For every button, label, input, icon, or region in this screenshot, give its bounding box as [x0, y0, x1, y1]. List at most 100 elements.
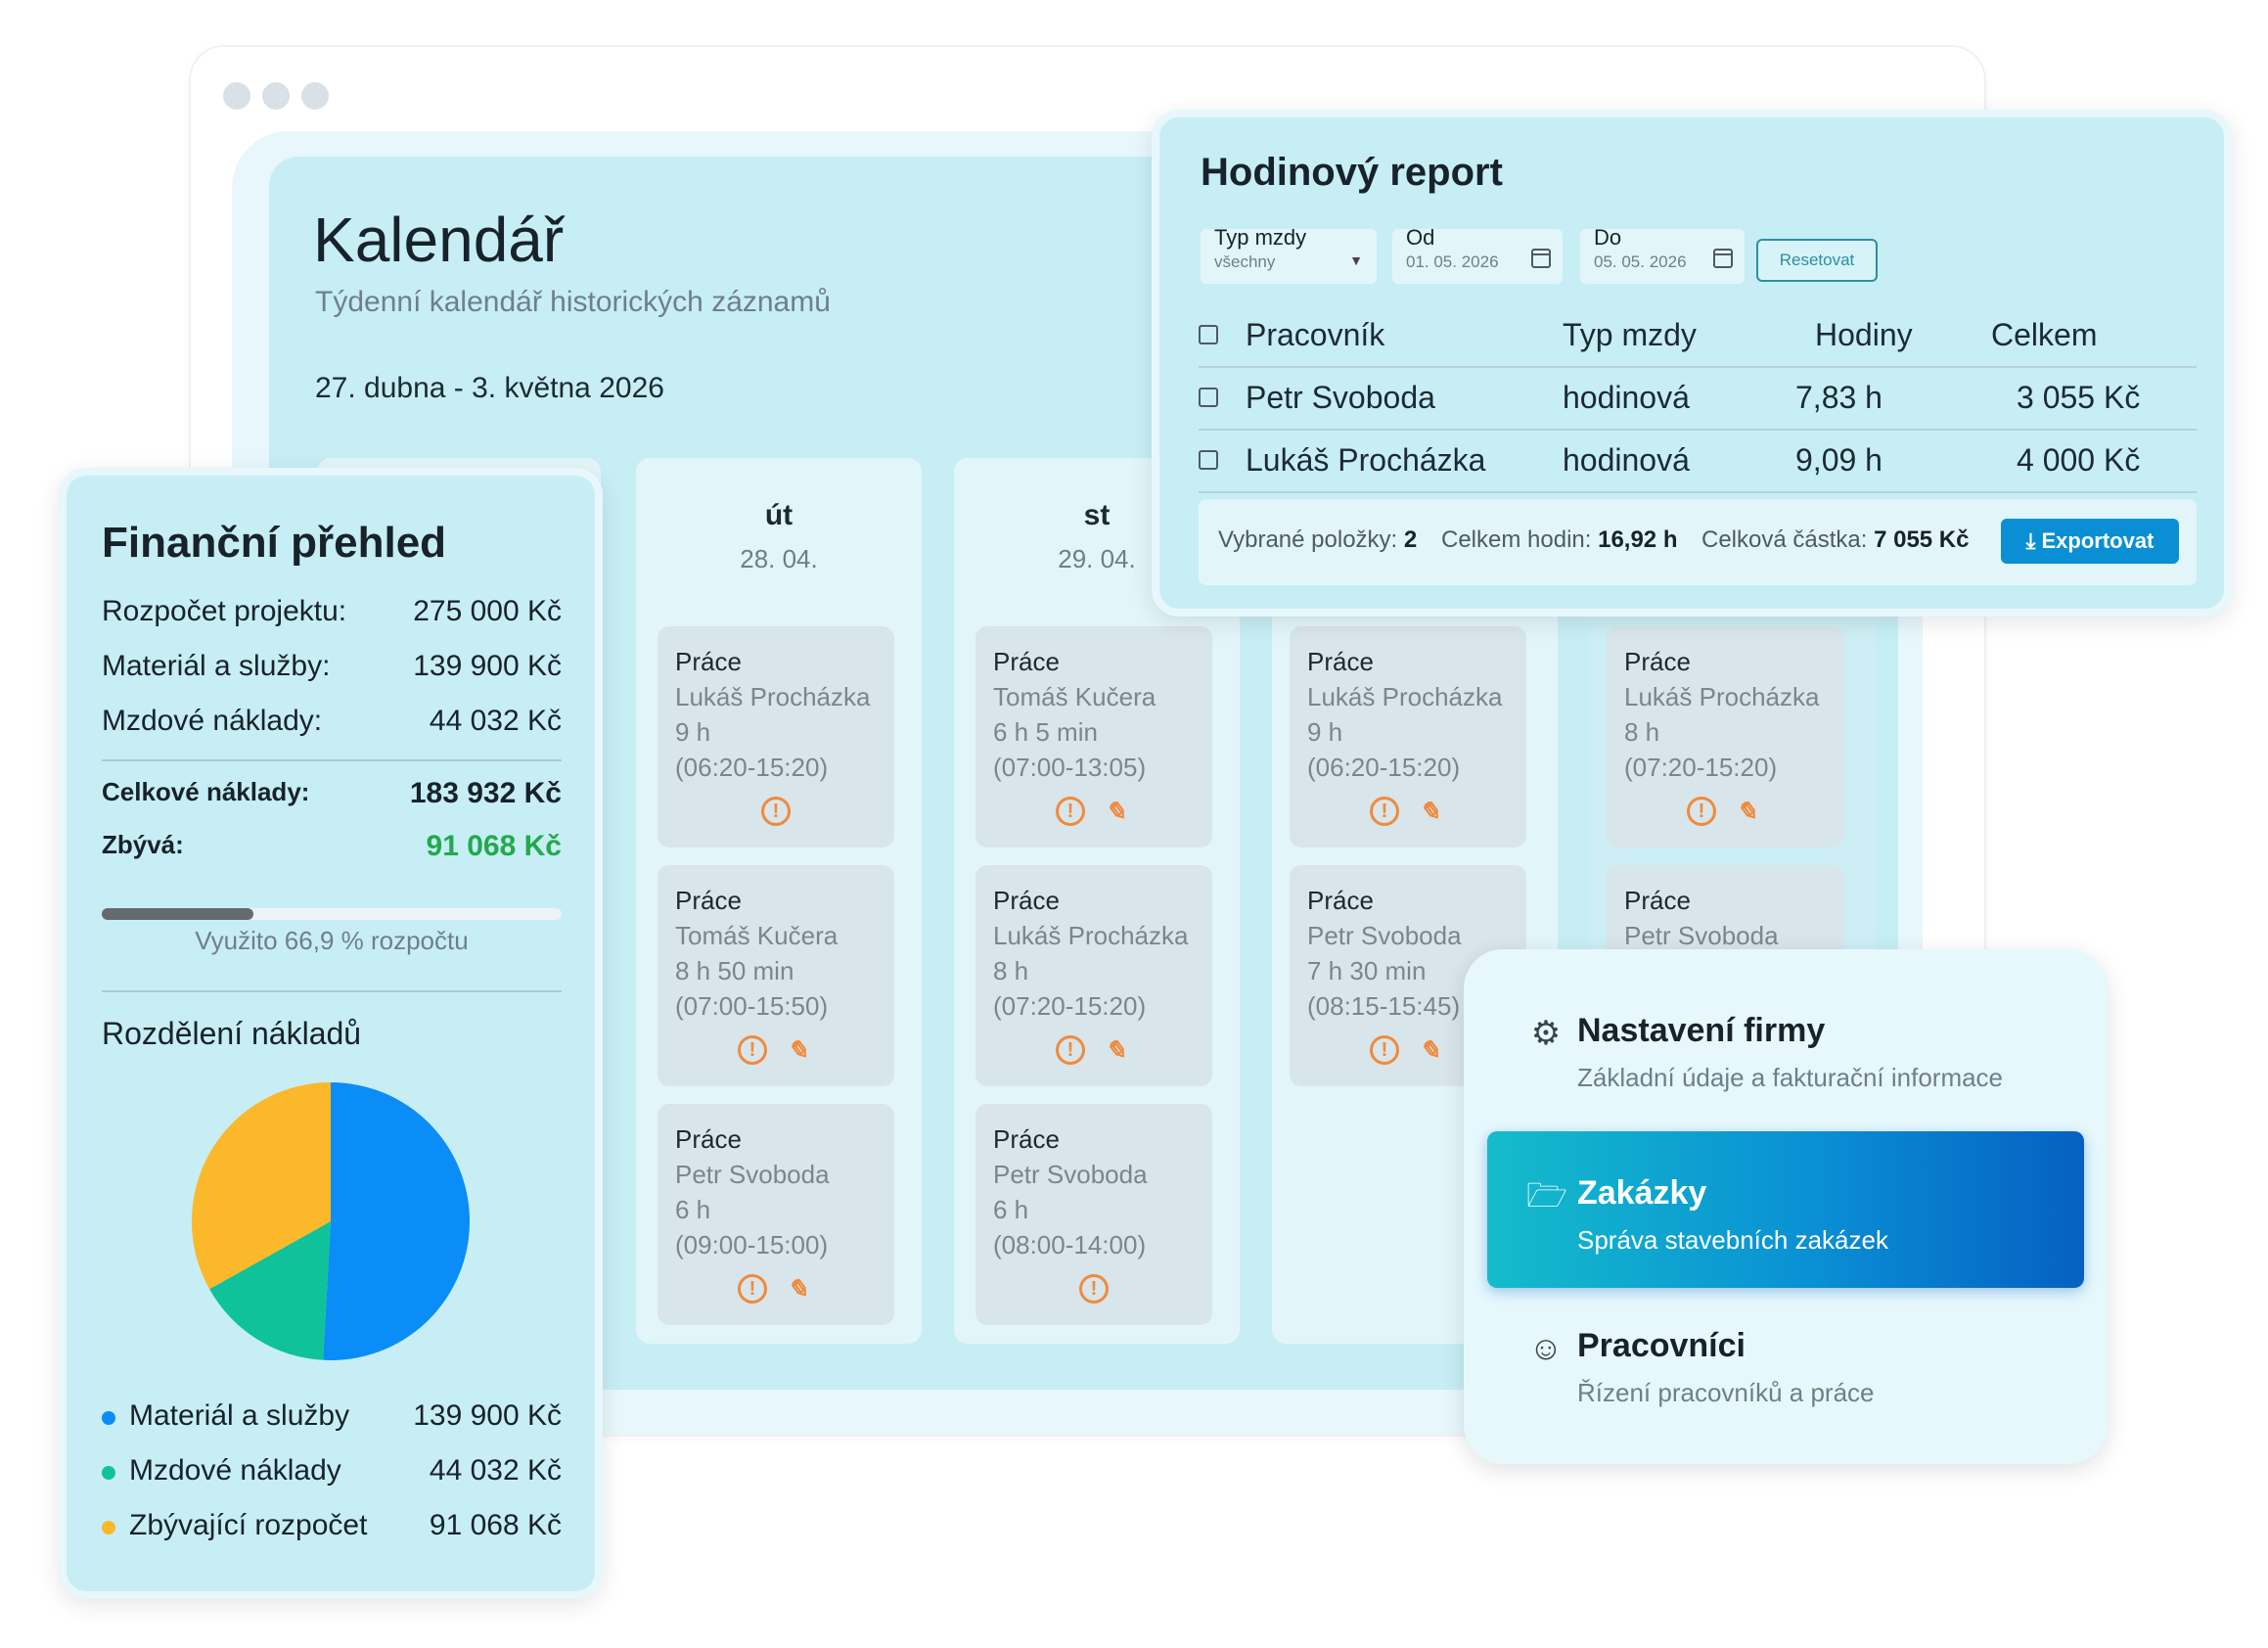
- column-header[interactable]: Celkem: [1991, 317, 2098, 352]
- warning-icon[interactable]: !: [738, 1035, 767, 1065]
- date-from-label: Od: [1406, 225, 1435, 250]
- worker-name: Lukáš Procházka: [1246, 442, 1486, 478]
- signature-icon[interactable]: ✎: [1736, 797, 1757, 826]
- warning-icon[interactable]: !: [1056, 797, 1085, 826]
- day-date: 29. 04.: [1058, 544, 1136, 573]
- entry-worker: Lukáš Procházka: [675, 682, 871, 711]
- calendar-entry-card[interactable]: Práce Petr Svoboda 6 h (09:00-15:00) ! ✎: [658, 1104, 894, 1325]
- date-to-field[interactable]: Do 05. 05. 2026: [1580, 225, 1745, 284]
- calendar-entry-card[interactable]: Práce Lukáš Procházka 8 h (07:20-15:20) …: [1607, 626, 1843, 847]
- nav-item-orders[interactable]: 🗁 Zakázky Správa stavebních zakázek: [1487, 1131, 2084, 1288]
- nav-item-workers[interactable]: ☺ Pracovníci Řízení pracovníků a práce: [1487, 1284, 2084, 1441]
- entry-type: Práce: [675, 647, 742, 676]
- entry-type: Práce: [993, 886, 1060, 915]
- signature-icon[interactable]: ✎: [787, 1035, 808, 1065]
- calendar-icon[interactable]: [1531, 249, 1551, 268]
- entry-time: (08:00-14:00): [993, 1230, 1147, 1259]
- budget-usage-bar: [102, 908, 562, 920]
- day-date: 28. 04.: [740, 544, 818, 573]
- wages-row: Mzdové náklady: 44 032 Kč: [102, 705, 562, 737]
- entry-worker: Lukáš Procházka: [1307, 682, 1503, 711]
- day-name: st: [1083, 499, 1111, 531]
- table-header: Pracovník Typ mzdy Hodiny Celkem: [1199, 305, 2197, 366]
- entry-time: (06:20-15:20): [1307, 753, 1461, 782]
- page-title: Kalendář: [313, 205, 565, 275]
- entry-type: Práce: [675, 886, 742, 915]
- warning-icon[interactable]: !: [1370, 797, 1399, 826]
- calendar-entry-card[interactable]: Práce Petr Svoboda 6 h (08:00-14:00) !: [975, 1104, 1212, 1325]
- table-row[interactable]: Petr Svoboda hodinová 7,83 h 3 055 Kč: [1199, 368, 2197, 429]
- entry-duration: 6 h: [675, 1195, 711, 1224]
- signature-icon[interactable]: ✎: [1419, 1035, 1440, 1065]
- nav-item-subtitle: Řízení pracovníků a práce: [1577, 1378, 1875, 1407]
- total-value: 3 055 Kč: [2017, 380, 2141, 415]
- entry-worker: Tomáš Kučera: [993, 682, 1157, 711]
- entry-worker: Lukáš Procházka: [993, 921, 1189, 950]
- entry-type: Práce: [993, 647, 1060, 676]
- entry-worker: Petr Svoboda: [1307, 921, 1462, 950]
- row-checkbox[interactable]: [1199, 388, 1218, 407]
- total-value: 4 000 Kč: [2017, 442, 2141, 478]
- nav-item-company-settings[interactable]: ⚙ Nastavení firmy Základní údaje a faktu…: [1487, 969, 2084, 1125]
- wage-type-select[interactable]: Typ mzdy všechny ▼: [1201, 225, 1377, 284]
- worker-name: Petr Svoboda: [1246, 380, 1435, 415]
- warning-icon[interactable]: !: [1370, 1035, 1399, 1065]
- calendar-entry-card[interactable]: Práce Lukáš Procházka 9 h (06:20-15:20) …: [1290, 626, 1526, 847]
- signature-icon[interactable]: ✎: [1105, 797, 1126, 826]
- report-summary: Vybrané položky: 2 Celkem hodin: 16,92 h…: [1199, 499, 2197, 585]
- export-button[interactable]: ⤓ Exportovat: [2001, 519, 2179, 564]
- warning-icon[interactable]: !: [738, 1274, 767, 1304]
- entry-duration: 6 h: [993, 1195, 1029, 1224]
- budget-usage-label: Využito 66,9 % rozpočtu: [195, 926, 469, 955]
- selected-count: Vybrané položky: 2: [1218, 526, 1418, 553]
- hours-value: 7,83 h: [1795, 380, 1882, 415]
- select-all-checkbox[interactable]: [1199, 325, 1218, 344]
- nav-item-subtitle: Správa stavebních zakázek: [1577, 1225, 1888, 1255]
- budget-row: Rozpočet projektu: 275 000 Kč: [102, 595, 562, 627]
- entry-type: Práce: [1307, 886, 1374, 915]
- row-checkbox[interactable]: [1199, 450, 1218, 470]
- pie-slice: [323, 1082, 470, 1360]
- date-to-label: Do: [1594, 225, 1622, 250]
- hours-value: 9,09 h: [1795, 442, 1882, 478]
- entry-time: (07:00-13:05): [993, 753, 1147, 782]
- nav-item-title: Zakázky: [1577, 1174, 1707, 1212]
- calendar-icon[interactable]: [1713, 249, 1733, 268]
- column-header[interactable]: Typ mzdy: [1563, 317, 1697, 352]
- reset-button[interactable]: Resetovat: [1756, 239, 1878, 282]
- signature-icon[interactable]: ✎: [787, 1274, 808, 1304]
- warning-icon[interactable]: !: [1056, 1035, 1085, 1065]
- navigation-panel: ⚙ Nastavení firmy Základní údaje a faktu…: [1464, 949, 2108, 1464]
- table-row[interactable]: Lukáš Procházka hodinová 9,09 h 4 000 Kč: [1199, 431, 2197, 491]
- entry-duration: 9 h: [675, 717, 711, 747]
- signature-icon[interactable]: ✎: [1105, 1035, 1126, 1065]
- wage-type-label: Typ mzdy: [1214, 225, 1307, 250]
- entry-duration: 7 h 30 min: [1307, 956, 1427, 985]
- warning-icon[interactable]: !: [1079, 1274, 1109, 1304]
- cost-pie-chart: [192, 1082, 470, 1360]
- signature-icon[interactable]: ✎: [1419, 797, 1440, 826]
- finance-title: Finanční přehled: [102, 519, 447, 567]
- date-to-value: 05. 05. 2026: [1594, 252, 1687, 271]
- nav-item-title: Pracovníci: [1577, 1327, 1746, 1364]
- entry-worker: Petr Svoboda: [993, 1160, 1148, 1189]
- calendar-entry-card[interactable]: Práce Tomáš Kučera 8 h 50 min (07:00-15:…: [658, 865, 894, 1086]
- warning-icon[interactable]: !: [1687, 797, 1716, 826]
- page-subtitle: Týdenní kalendář historických záznamů: [315, 286, 831, 318]
- legend-dot-icon: [102, 1411, 115, 1425]
- entry-duration: 9 h: [1307, 717, 1343, 747]
- column-header[interactable]: Hodiny: [1815, 317, 1913, 352]
- total-costs-row: Celkové náklady: 183 932 Kč: [102, 777, 562, 809]
- chevron-down-icon: ▼: [1349, 252, 1363, 268]
- date-from-field[interactable]: Od 01. 05. 2026: [1392, 225, 1563, 284]
- wage-type-value: všechny: [1214, 252, 1276, 271]
- calendar-entry-card[interactable]: Práce Tomáš Kučera 6 h 5 min (07:00-13:0…: [975, 626, 1212, 847]
- calendar-entry-card[interactable]: Práce Lukáš Procházka 9 h (06:20-15:20) …: [658, 626, 894, 847]
- warning-icon[interactable]: !: [761, 797, 791, 826]
- entry-worker: Lukáš Procházka: [1624, 682, 1820, 711]
- entry-worker: Petr Svoboda: [1624, 921, 1779, 950]
- legend-dot-icon: [102, 1521, 115, 1534]
- legend-dot-icon: [102, 1466, 115, 1480]
- calendar-entry-card[interactable]: Práce Lukáš Procházka 8 h (07:20-15:20) …: [975, 865, 1212, 1086]
- column-header[interactable]: Pracovník: [1246, 317, 1385, 352]
